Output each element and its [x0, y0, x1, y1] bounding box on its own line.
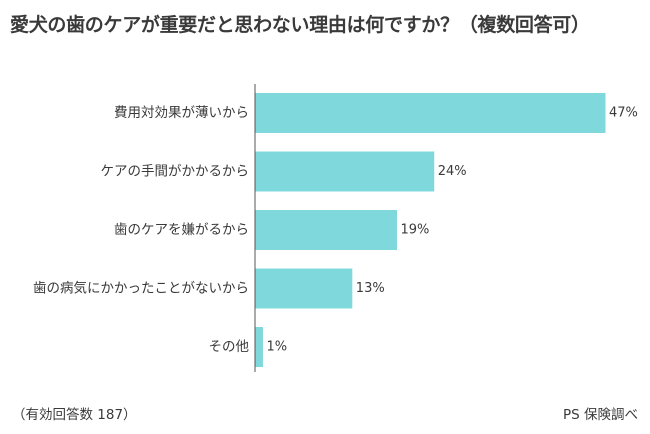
source-note: PS 保険調べ [562, 407, 638, 423]
category-label-2: 歯のケアを嫌がるから [114, 222, 249, 238]
value-label-0: 47% [609, 106, 638, 121]
bar-4 [255, 327, 263, 367]
bars-group: 費用対効果が薄いから 47% ケアの手間がかかるから 24% 歯のケアを嫌がるから 19%… [33, 93, 638, 367]
respondent-count-note: （有効回答数 187） [12, 407, 137, 423]
category-label-0: 費用対効果が薄いから [114, 105, 249, 121]
bar-0 [255, 93, 606, 133]
category-label-1: ケアの手間がかかるから [101, 164, 250, 180]
value-label-1: 24% [438, 164, 467, 179]
value-label-4: 1% [266, 340, 287, 355]
bar-2 [255, 210, 397, 250]
bar-1 [255, 151, 435, 192]
category-label-4: その他 [209, 339, 250, 355]
value-label-3: 13% [356, 281, 385, 296]
value-label-2: 19% [400, 223, 429, 238]
bar-3 [255, 268, 353, 309]
category-label-3: 歯の病気にかかったことがないから [33, 281, 249, 297]
chart-title: 愛犬の歯のケアが重要だと思わない理由は何ですか？（複数回答可） [10, 14, 590, 36]
